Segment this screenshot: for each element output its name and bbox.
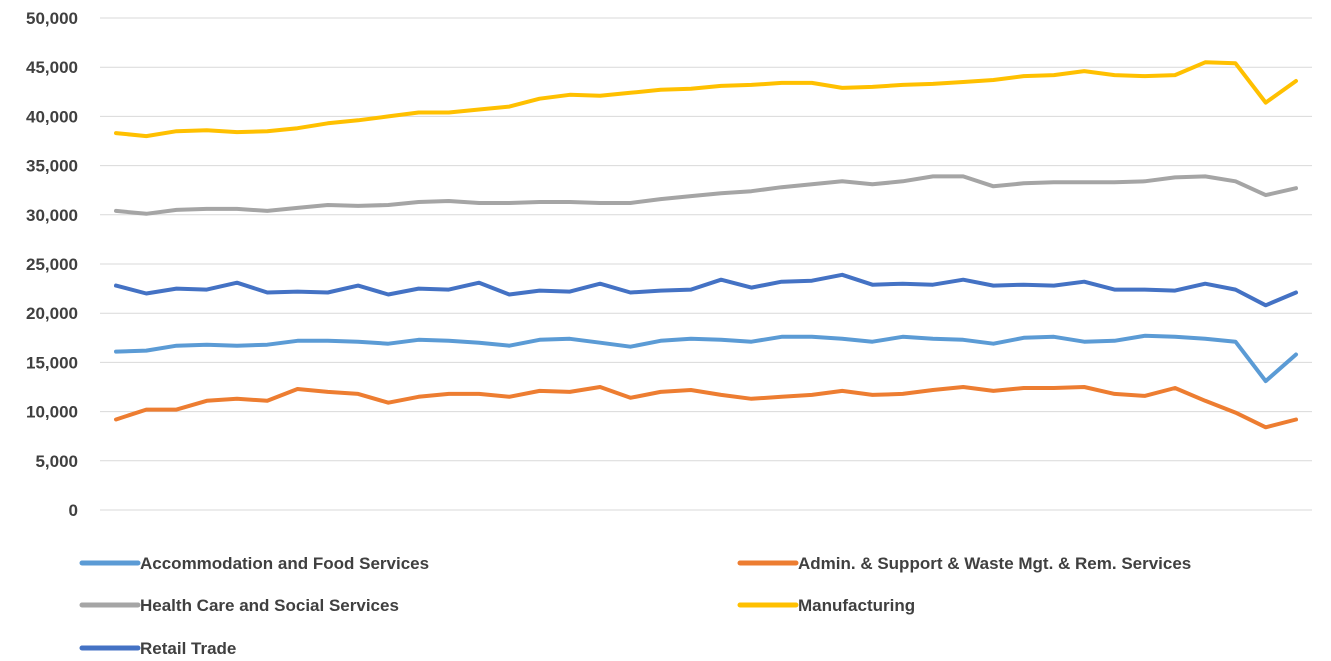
y-tick-label: 10,000 [26,403,78,422]
y-tick-label: 45,000 [26,58,78,77]
y-tick-label: 25,000 [26,255,78,274]
legend-label: Manufacturing [798,596,915,615]
legend-label: Accommodation and Food Services [140,554,429,573]
series-line-2 [114,174,1298,216]
y-tick-label: 5,000 [35,452,78,471]
series-line-3 [114,60,1298,139]
legend: Accommodation and Food Services Admin. & … [79,554,1191,658]
y-tick-label: 15,000 [26,353,78,372]
legend-item: Health Care and Social Services [79,596,399,615]
series-lines [114,60,1298,430]
y-tick-label: 20,000 [26,304,78,323]
legend-item: Manufacturing [737,596,915,615]
y-tick-label: 35,000 [26,157,78,176]
y-tick-label: 40,000 [26,107,78,126]
legend-item: Retail Trade [79,639,236,658]
series-line-1 [114,385,1298,430]
legend-item: Accommodation and Food Services [79,554,429,573]
legend-label: Retail Trade [140,639,236,658]
legend-label: Admin. & Support & Waste Mgt. & Rem. Ser… [798,554,1191,573]
legend-item: Admin. & Support & Waste Mgt. & Rem. Ser… [737,554,1191,573]
y-tick-label: 50,000 [26,9,78,28]
series-line-4 [114,272,1298,308]
y-tick-label: 30,000 [26,206,78,225]
series-line-0 [114,333,1298,384]
y-tick-label: 0 [69,501,78,520]
gridlines [100,17,1312,511]
y-axis-tick-labels: 0 5,000 10,000 15,000 20,000 25,000 30,000 35,0… [26,9,78,520]
legend-label: Health Care and Social Services [140,596,399,615]
